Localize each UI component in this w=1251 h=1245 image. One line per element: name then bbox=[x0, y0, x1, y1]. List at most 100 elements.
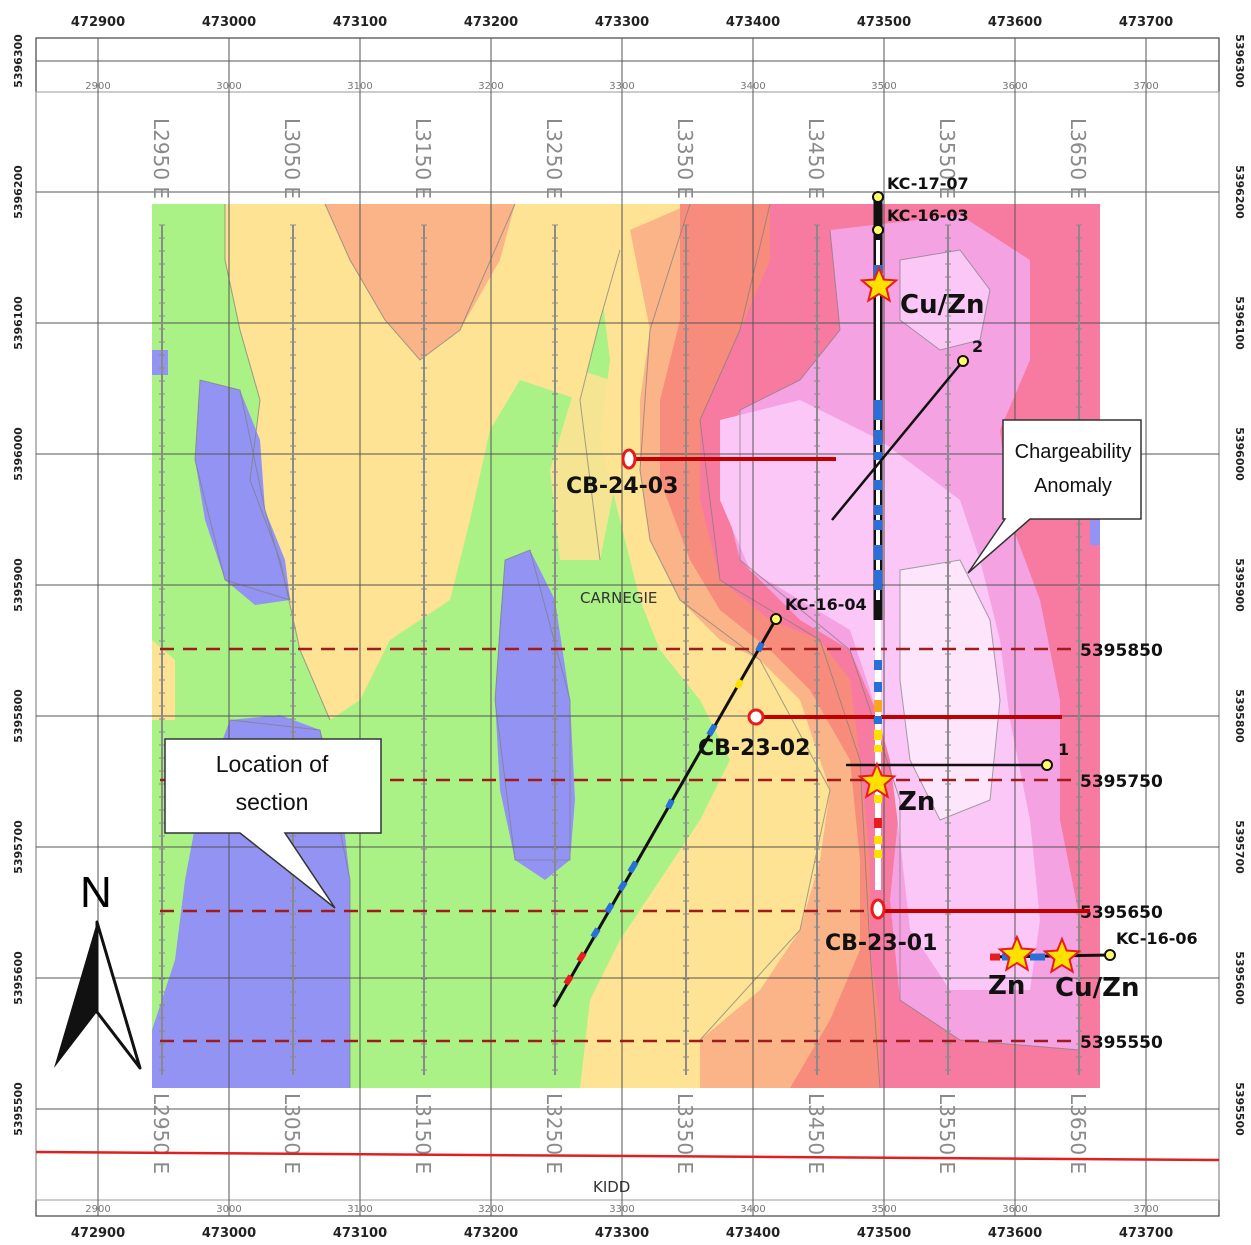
north-arrow-label: N bbox=[80, 868, 112, 917]
local-grid-label-top: 2900 bbox=[85, 81, 110, 92]
easting-label-bottom: 472900 bbox=[71, 1226, 125, 1241]
survey-line-label-bottom: L3250 E bbox=[542, 1093, 566, 1174]
northing-label-left: 5395600 bbox=[12, 951, 25, 1005]
survey-line-label-bottom: L3550 E bbox=[935, 1093, 959, 1174]
section-label-5395850: 5395850 bbox=[1080, 641, 1163, 661]
easting-label-top: 473500 bbox=[857, 15, 911, 30]
mineral-label-lower-cuzn: Cu/Zn bbox=[1055, 973, 1139, 1003]
northing-label-left: 5396300 bbox=[12, 34, 25, 88]
northing-label-right: 5395800 bbox=[1233, 689, 1246, 743]
easting-label-bottom: 473300 bbox=[595, 1226, 649, 1241]
chargeability-callout: Chargeability Anomaly bbox=[967, 419, 1142, 574]
callout-location-line2: section bbox=[236, 789, 309, 815]
chargeability-contours bbox=[152, 203, 1100, 1089]
survey-line-label-top: L3450 E bbox=[804, 118, 828, 199]
northing-labels-right: 5396300 5396200 5396100 5396000 5395900 53958… bbox=[1233, 34, 1246, 1136]
survey-line-label-top: L2950 E bbox=[149, 118, 173, 199]
survey-line-label-bottom: L3150 E bbox=[411, 1093, 435, 1174]
local-grid-label-bottom: 3000 bbox=[216, 1204, 241, 1215]
survey-line-label-bottom: L3450 E bbox=[804, 1093, 828, 1174]
local-grid-label-top: 3000 bbox=[216, 81, 241, 92]
northing-label-right: 5396100 bbox=[1233, 296, 1246, 350]
drill-holes bbox=[552, 191, 1116, 1008]
northing-label-left: 5395500 bbox=[12, 1082, 25, 1136]
easting-label-top: 473400 bbox=[726, 15, 780, 30]
local-grid-label-top: 3300 bbox=[609, 81, 634, 92]
survey-line-label-top: L3350 E bbox=[673, 118, 697, 199]
hole-label-num1: 1 bbox=[1058, 740, 1069, 759]
local-grid-labels-bottom: 2900 3000 3100 3200 3300 3400 3500 3600 3700 bbox=[85, 1204, 1158, 1215]
hole-label-cb2403: CB-24-03 bbox=[566, 474, 678, 499]
northing-label-right: 5396200 bbox=[1233, 165, 1246, 219]
section-label-5395550: 5395550 bbox=[1080, 1033, 1163, 1053]
survey-line-label-top: L3650 E bbox=[1066, 118, 1090, 199]
northing-label-left: 5396100 bbox=[12, 296, 25, 350]
easting-labels-bottom: 472900 473000 473100 473200 473300 473400 4735… bbox=[71, 1226, 1173, 1241]
hole-label-kc1603: KC-16-03 bbox=[887, 206, 969, 225]
local-grid-label-bottom: 3200 bbox=[478, 1204, 503, 1215]
local-grid-label-bottom: 3600 bbox=[1002, 1204, 1027, 1215]
northing-labels-left: 5396300 5396200 5396100 5396000 5395900 53958… bbox=[12, 34, 25, 1136]
northing-label-right: 5395500 bbox=[1233, 1082, 1246, 1136]
local-grid-label-bottom: 3700 bbox=[1133, 1204, 1158, 1215]
section-label-5395750: 5395750 bbox=[1080, 772, 1163, 792]
section-label-5395650: 5395650 bbox=[1080, 903, 1163, 923]
easting-label-bottom: 473200 bbox=[464, 1226, 518, 1241]
easting-label-top: 473700 bbox=[1119, 15, 1173, 30]
easting-label-top: 473300 bbox=[595, 15, 649, 30]
local-grid-label-bottom: 2900 bbox=[85, 1204, 110, 1215]
mineral-label-top-cuzn: Cu/Zn bbox=[900, 290, 984, 320]
hole-label-kc1606: KC-16-06 bbox=[1116, 929, 1198, 948]
local-grid-label-top: 3200 bbox=[478, 81, 503, 92]
location-callout: Location of section bbox=[164, 738, 382, 909]
northing-label-right: 5396000 bbox=[1233, 427, 1246, 481]
easting-labels-top: 472900 473000 473100 473200 473300 473400 4735… bbox=[71, 15, 1173, 30]
local-grid-label-top: 3100 bbox=[347, 81, 372, 92]
local-grid-label-bottom: 3300 bbox=[609, 1204, 634, 1215]
survey-line-label-top: L3150 E bbox=[411, 118, 435, 199]
callout-location-line1: Location of bbox=[216, 751, 329, 777]
northing-label-right: 5395700 bbox=[1233, 820, 1246, 874]
survey-line-label-bottom: L2950 E bbox=[149, 1093, 173, 1174]
northing-label-left: 5395700 bbox=[12, 820, 25, 874]
northing-label-right: 5395600 bbox=[1233, 951, 1246, 1005]
local-grid-label-top: 3600 bbox=[1002, 81, 1027, 92]
survey-line-labels: L2950 E L2950 E L3050 E L3050 E L3150 E L3150… bbox=[149, 118, 1090, 1174]
local-grid-label-bottom: 3400 bbox=[740, 1204, 765, 1215]
northing-label-right: 5395900 bbox=[1233, 558, 1246, 612]
easting-label-bottom: 473100 bbox=[333, 1226, 387, 1241]
northing-label-left: 5396000 bbox=[12, 427, 25, 481]
hole-label-kc1604: KC-16-04 bbox=[785, 595, 867, 614]
hole-label-kc1707: KC-17-07 bbox=[887, 174, 969, 193]
easting-label-top: 473200 bbox=[464, 15, 518, 30]
place-label-kidd: KIDD bbox=[593, 1178, 630, 1196]
local-grid-label-bottom: 3500 bbox=[871, 1204, 896, 1215]
easting-label-top: 472900 bbox=[71, 15, 125, 30]
place-label-carnegie: CARNEGIE bbox=[580, 589, 657, 607]
easting-label-top: 473000 bbox=[202, 15, 256, 30]
local-grid-labels-top: 2900 3000 3100 3200 3300 3400 3500 3600 3700 bbox=[85, 81, 1158, 92]
local-grid-label-bottom: 3100 bbox=[347, 1204, 372, 1215]
easting-label-bottom: 473600 bbox=[988, 1226, 1042, 1241]
survey-line-label-top: L3050 E bbox=[280, 118, 304, 199]
local-grid-label-top: 3700 bbox=[1133, 81, 1158, 92]
local-grid-label-top: 3500 bbox=[871, 81, 896, 92]
callout-chargeability-line2: Anomaly bbox=[1034, 475, 1112, 497]
callout-chargeability-line1: Chargeability bbox=[1015, 441, 1132, 463]
easting-label-top: 473600 bbox=[988, 15, 1042, 30]
easting-label-bottom: 473000 bbox=[202, 1226, 256, 1241]
planned-holes bbox=[621, 448, 1090, 920]
local-grid bbox=[35, 91, 1220, 1201]
mineral-label-mid-zn: Zn bbox=[898, 787, 935, 817]
kidd-boundary-line bbox=[35, 1150, 1220, 1162]
northing-label-left: 5395900 bbox=[12, 558, 25, 612]
survey-line-label-bottom: L3650 E bbox=[1066, 1093, 1090, 1174]
easting-label-top: 473100 bbox=[333, 15, 387, 30]
hole-label-num2: 2 bbox=[972, 337, 983, 356]
mineral-stars bbox=[857, 265, 1082, 974]
easting-label-bottom: 473500 bbox=[857, 1226, 911, 1241]
north-arrow: N bbox=[54, 868, 142, 1070]
survey-line-label-bottom: L3050 E bbox=[280, 1093, 304, 1174]
hole-label-cb2301: CB-23-01 bbox=[825, 931, 937, 956]
